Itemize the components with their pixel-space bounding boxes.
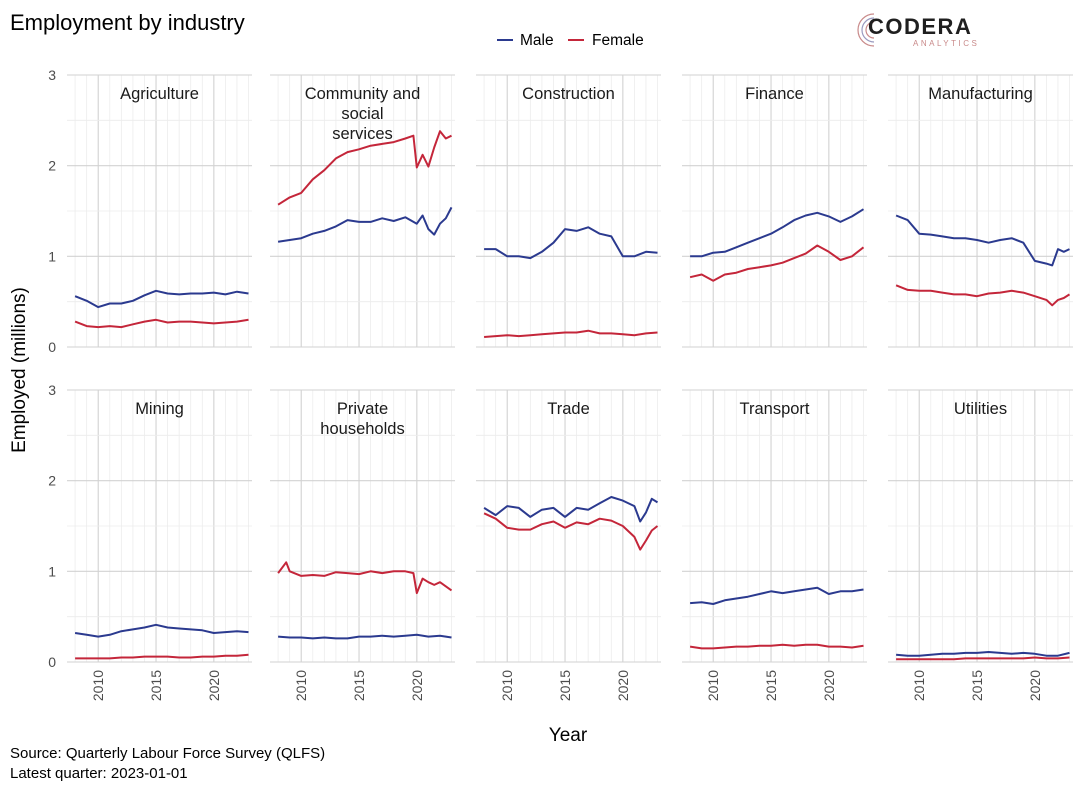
x-tick-label: 2015 [557, 670, 573, 701]
y-tick-label: 2 [48, 473, 56, 489]
x-tick-label: 2010 [90, 670, 106, 701]
series-line-female [896, 656, 1070, 661]
series-line-male [277, 206, 453, 243]
source-note: Source: Quarterly Labour Force Survey (Q… [10, 745, 325, 762]
facet-manufacturing: Manufacturing [888, 74, 1073, 348]
series-line-female [277, 561, 453, 595]
series-line-male [278, 633, 452, 640]
panel-title: Agriculture [120, 85, 199, 103]
facet-transport: Transport 2010 2015 2020 [682, 389, 867, 701]
x-tick-label: 2010 [293, 670, 309, 701]
facet-trade: Trade 2010 2015 2020 [476, 389, 661, 701]
series-line-male [484, 226, 658, 260]
chart-title: Employment by industry [10, 10, 245, 35]
facet-construction: Construction [476, 74, 661, 348]
codera-logo: CODERA ANALYTICS [856, 8, 996, 52]
series-line-female [483, 512, 659, 551]
panel-title: Utilities [954, 400, 1007, 418]
latest-quarter-note: Latest quarter: 2023-01-01 [10, 765, 188, 782]
logo-subtitle: ANALYTICS [913, 39, 980, 48]
y-tick-label: 3 [48, 382, 56, 398]
x-tick-label: 2015 [351, 670, 367, 701]
x-tick-label: 2010 [911, 670, 927, 701]
logo-wordmark: CODERA [868, 14, 973, 39]
legend-label-male: Male [520, 32, 554, 49]
x-axis-title: Year [549, 725, 588, 746]
series-line-female [895, 284, 1071, 307]
facet-mining: Mining 2010 2015 2020 [67, 389, 252, 701]
facet-utilities: Utilities 2010 2015 2020 [888, 389, 1073, 701]
x-tick-label: 2015 [763, 670, 779, 701]
series-line-male [74, 623, 249, 638]
panel-title: Construction [522, 85, 615, 103]
facet-finance: Finance [682, 74, 867, 348]
panel-title: Trade [547, 400, 590, 418]
facet-private-households: Private households 2010 2015 2020 [270, 389, 455, 701]
legend-label-female: Female [592, 32, 644, 49]
x-tick-label: 2015 [148, 670, 164, 701]
x-tick-label: 2010 [499, 670, 515, 701]
panel-title: Private households [320, 400, 404, 438]
series-line-female [277, 130, 452, 206]
panel-title: Manufacturing [928, 85, 1033, 103]
x-tick-label: 2020 [615, 670, 631, 701]
panel-title: Mining [135, 400, 184, 418]
x-tick-label: 2015 [969, 670, 985, 701]
series-line-female [689, 643, 864, 650]
series-line-male [74, 289, 249, 309]
series-line-male [895, 214, 1070, 267]
x-tick-label: 2020 [409, 670, 425, 701]
y-tick-label: 3 [48, 67, 56, 83]
facet-agriculture: Agriculture [67, 74, 252, 348]
panel-title: Finance [745, 85, 804, 103]
series-line-male [483, 496, 659, 523]
series-line-female [689, 244, 865, 282]
series-line-female [74, 318, 249, 329]
facet-community-and-social-services: Community and social services [270, 74, 455, 348]
y-tick-label: 1 [48, 563, 56, 579]
y-tick-label: 0 [48, 339, 56, 355]
panel-title: Transport [740, 400, 810, 418]
panel-title: Community and social services [305, 85, 421, 143]
series-line-female [75, 653, 249, 660]
x-tick-label: 2020 [206, 670, 222, 701]
legend: Male Female [497, 32, 644, 49]
y-axis-title: Employed (millions) [9, 287, 30, 453]
x-tick-label: 2010 [705, 670, 721, 701]
facet-panels: 0 1 2 3 0 1 2 3 Agriculture Community and social se… [48, 67, 1073, 701]
series-line-male [690, 208, 865, 258]
y-tick-label: 2 [48, 158, 56, 174]
series-line-female [484, 329, 658, 338]
logo-swirl-icon [857, 13, 875, 47]
series-line-male [690, 586, 864, 605]
y-tick-label: 0 [48, 654, 56, 670]
series-line-male [896, 651, 1070, 657]
y-tick-label: 1 [48, 248, 56, 264]
x-tick-label: 2020 [1027, 670, 1043, 701]
x-tick-label: 2020 [821, 670, 837, 701]
